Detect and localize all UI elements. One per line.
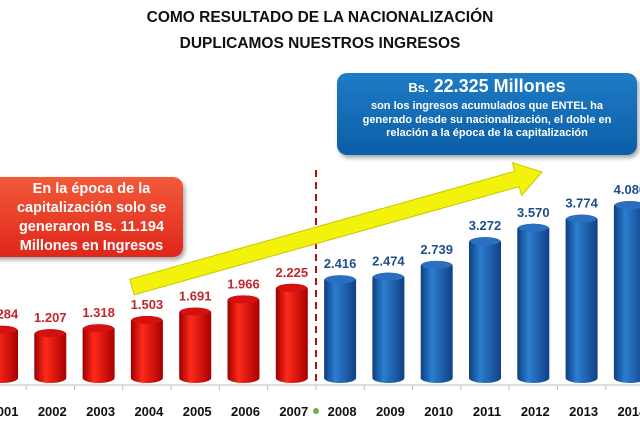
x-tick-label: 2008 [328, 404, 357, 419]
x-tick-label: 2012 [521, 404, 550, 419]
callout-line: capitalización solo se [16, 200, 167, 216]
trend-arrow [129, 161, 543, 296]
bar-2014 [613, 201, 640, 383]
amount: 22.325 [433, 76, 489, 96]
bar-cap [566, 214, 597, 223]
bar-cap [614, 201, 640, 210]
data-label: 1.284 [0, 307, 19, 322]
bar-cap [180, 307, 211, 316]
divider-marker [313, 408, 319, 414]
bar-cap [421, 260, 452, 269]
callout-line: generado desde su nacionalización, el do… [362, 113, 612, 126]
currency-prefix: Bs. [408, 80, 429, 95]
bar-cap [228, 295, 259, 304]
nationalization-callout: Bs. 22.325 Millones son los ingresos acu… [337, 73, 637, 155]
data-label: 1.691 [179, 289, 212, 304]
data-label: 1.966 [227, 276, 260, 291]
bar-2013 [565, 214, 598, 383]
callout-line: Millones en Ingresos [19, 238, 164, 254]
data-label: 2.225 [276, 265, 309, 280]
bar-cap [373, 272, 404, 281]
x-tick-label: 2014 [617, 404, 640, 419]
bar-cap [276, 283, 307, 292]
bar-cap [470, 237, 500, 246]
data-label: 3.774 [565, 196, 598, 211]
data-label: 2.474 [372, 254, 405, 269]
bar-2006 [227, 295, 260, 383]
bar-2007 [275, 283, 308, 383]
bar-cap [35, 329, 66, 338]
data-label: 1.318 [82, 305, 115, 320]
bar-cap [0, 325, 17, 334]
bar-2008 [324, 275, 357, 383]
data-label: 1.207 [34, 310, 67, 325]
bar-2005 [179, 307, 212, 383]
bar-cap [325, 275, 356, 284]
bar-cap [131, 315, 162, 324]
data-label: 3.272 [469, 218, 502, 233]
data-label: 3.570 [517, 205, 550, 220]
x-tick-label: 2001 [0, 404, 18, 419]
chart-title-line1: COMO RESULTADO DE LA NACIONALIZACIÓN [146, 9, 494, 26]
callout-line: En la época de la [32, 181, 151, 197]
bar-2011 [469, 237, 501, 383]
x-tick-label: 2010 [424, 404, 453, 419]
x-tick-label: 2009 [376, 404, 405, 419]
bar-2004 [130, 315, 163, 383]
bar-2010 [420, 260, 453, 383]
data-label: 4.080 [614, 182, 640, 197]
data-label: 2.416 [324, 256, 357, 271]
x-tick-label: 2006 [231, 404, 260, 419]
data-label: 2.739 [420, 242, 453, 257]
callout-line: son los ingresos acumulados que ENTEL ha [370, 100, 604, 112]
bar-cap [518, 223, 549, 232]
x-tick-label: 2002 [38, 404, 67, 419]
bar-2003 [82, 324, 115, 383]
unit: Millones [493, 76, 566, 96]
x-tick-label: 2004 [134, 404, 164, 419]
bar-2001 [0, 325, 18, 383]
x-tick-label: 2011 [473, 404, 501, 419]
bar-2009 [372, 272, 405, 383]
chart-title-line2: DUPLICAMOS NUESTROS INGRESOS [179, 35, 461, 52]
bar-cap [83, 324, 114, 333]
x-tick-label: 2005 [183, 404, 212, 419]
capitalization-callout: En la época de la capitalización solo se… [0, 177, 183, 257]
callout-line: relación a la época de la capitalización [386, 127, 588, 139]
bar-2002 [34, 329, 67, 383]
x-tick-label: 2013 [569, 404, 598, 419]
callout-line: generaron Bs. 11.194 [18, 219, 165, 235]
x-tick-label: 2003 [86, 404, 115, 419]
x-tick-label: 2007 [279, 404, 308, 419]
data-label: 1.503 [131, 297, 164, 312]
bar-2012 [517, 223, 550, 383]
